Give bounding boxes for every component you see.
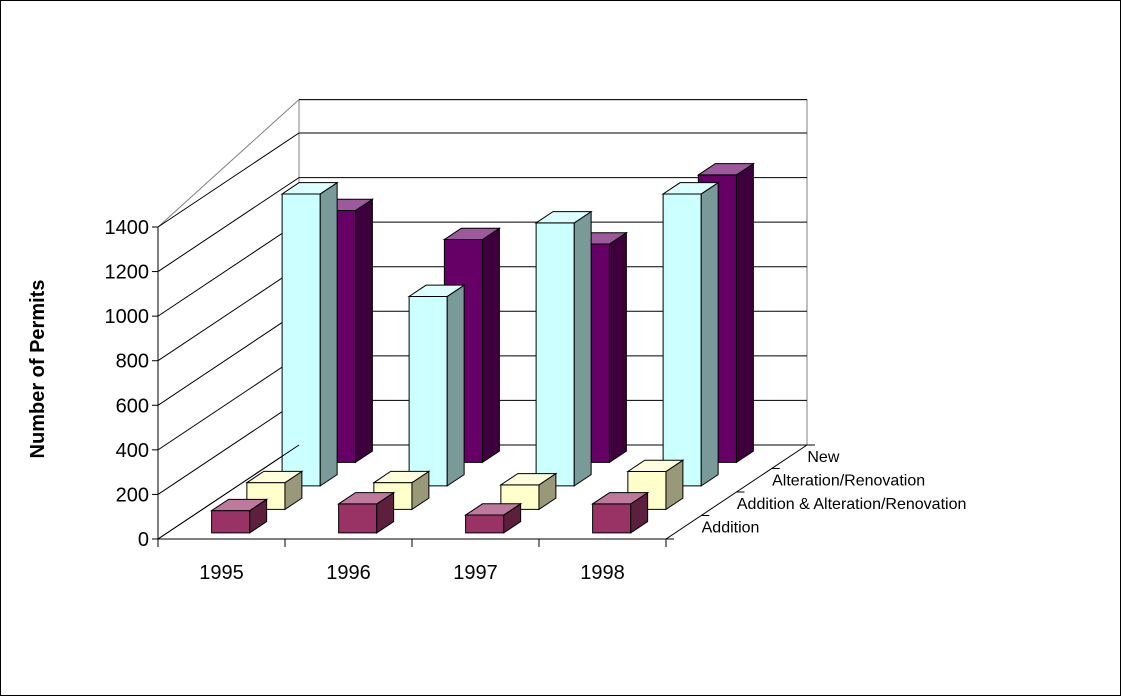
bar-side [700, 181, 719, 487]
bar-alteration-renovation-1996 [407, 284, 466, 487]
bar-side [319, 181, 338, 487]
bar-top [590, 492, 650, 505]
bar-alteration-renovation-1998 [661, 181, 720, 487]
bar-top [626, 459, 685, 473]
bar-top [499, 473, 558, 486]
y-axis-labels: 0 200 400 600 800 1000 1200 1400 [105, 217, 158, 551]
bar-top [442, 227, 502, 241]
series-label: Addition & Alteration/Renovation [737, 496, 966, 513]
chart-bars [209, 162, 756, 534]
bar-side [446, 284, 465, 487]
bar-front [662, 193, 702, 487]
side-wall-top [157, 99, 300, 228]
x-tick-label: 1996 [326, 562, 371, 584]
bar-alteration-renovation-1995 [280, 181, 339, 487]
bar-addition-1996 [336, 491, 396, 534]
bar-top [372, 470, 431, 484]
bar-front [408, 295, 448, 487]
bar-top [245, 470, 304, 484]
bar-addition-1995 [209, 498, 269, 534]
series-label: Addition [702, 519, 760, 536]
bar-front [465, 514, 505, 534]
bar-front [535, 222, 575, 487]
y-tick-label: 400 [116, 440, 149, 462]
x-tick-label: 1995 [199, 562, 244, 584]
x-tick-label: 1997 [453, 562, 498, 584]
bar-side [735, 162, 754, 464]
bar-addition-alteration-renovation-1997 [499, 472, 558, 511]
series-label: Alteration/Renovation [772, 472, 925, 489]
bar-side [354, 198, 373, 464]
bar-top [336, 492, 396, 505]
bar-addition-alteration-renovation-1998 [626, 459, 685, 511]
series-label: New [807, 449, 839, 466]
y-tick-label: 1200 [105, 262, 150, 284]
bar-addition-1997 [463, 502, 523, 534]
y-tick-label: 600 [116, 395, 149, 417]
bar-front [338, 503, 378, 534]
bar-top [696, 163, 756, 176]
y-tick-label: 200 [116, 484, 149, 506]
bar-top [463, 503, 523, 516]
bar-side [573, 210, 592, 487]
x-tick-label: 1998 [580, 562, 625, 584]
bar-addition-1998 [590, 491, 650, 534]
bar-top [407, 284, 466, 297]
bar-addition-alteration-renovation-1995 [245, 470, 304, 511]
x-axis-labels: 1995 1996 1997 1998 [199, 562, 625, 584]
bar-side [608, 231, 627, 464]
floor-left-edge [157, 444, 300, 540]
bar-alteration-renovation-1997 [534, 210, 593, 487]
bar-front [281, 193, 321, 487]
bar-top [280, 182, 339, 195]
y-axis-title: Number of Permits [27, 280, 49, 459]
y-tick-label: 1400 [105, 217, 150, 239]
bar-front [211, 510, 251, 534]
gridline [157, 132, 807, 228]
bar-top [661, 182, 720, 195]
bar-top [534, 211, 593, 224]
y-tick-label: 0 [138, 529, 149, 551]
series-axis-labels: Addition Addition & Alteration/Renovation… [666, 444, 966, 540]
gridline [157, 177, 807, 272]
y-tick-label: 1000 [105, 306, 150, 328]
bar-top [209, 498, 269, 512]
y-tick-label: 800 [116, 351, 149, 373]
bar-side [481, 227, 500, 464]
bar-front [592, 503, 632, 534]
